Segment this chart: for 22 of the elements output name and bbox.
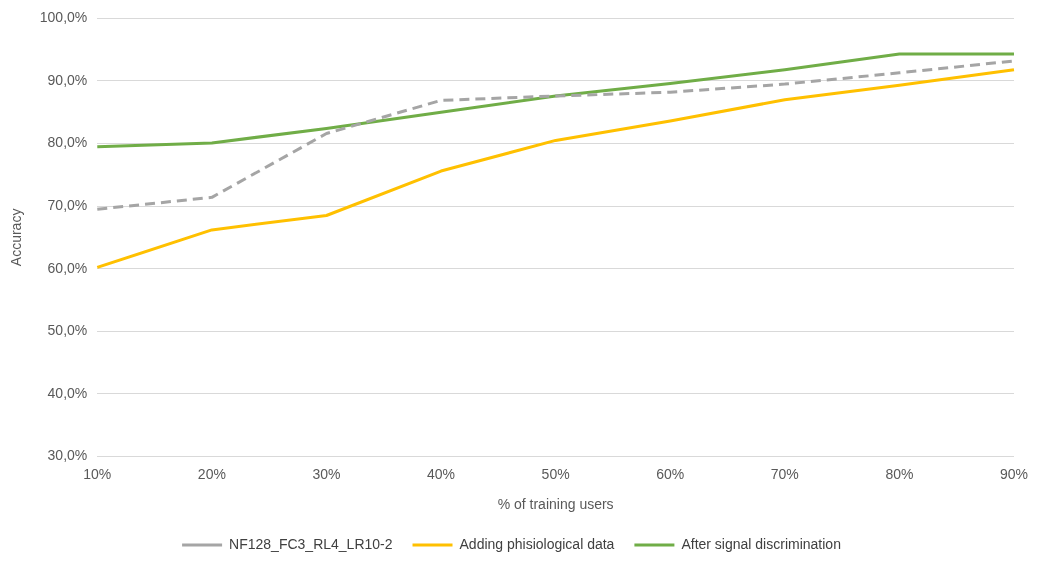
x-tick-label: 50%: [541, 465, 570, 482]
y-tick-label: 60,0%: [47, 259, 88, 276]
y-tick-label: 30,0%: [47, 447, 88, 464]
x-tick-label: 10%: [83, 465, 112, 482]
y-axis-title: Accuracy: [8, 208, 25, 267]
x-tick-label: 30%: [312, 465, 341, 482]
x-tick-label: 40%: [427, 465, 456, 482]
x-tick-label: 80%: [885, 465, 914, 482]
x-tick-label: 70%: [770, 465, 799, 482]
x-tick-label: 90%: [999, 465, 1029, 482]
y-tick-label: 80,0%: [47, 134, 88, 151]
y-tick-label: 100,0%: [39, 9, 88, 26]
x-tick-label: 20%: [197, 465, 226, 482]
x-tick-label: 60%: [656, 465, 685, 482]
y-tick-label: 90,0%: [47, 71, 88, 88]
legend-label: After signal discrimination: [681, 535, 841, 552]
y-tick-label: 50,0%: [47, 322, 88, 339]
legend-label: Adding phisiological data: [459, 535, 615, 552]
x-axis-title: % of training users: [497, 496, 614, 513]
legend-label: NF128_FC3_RL4_LR10-2: [229, 535, 393, 552]
y-tick-label: 40,0%: [47, 384, 88, 401]
y-tick-label: 70,0%: [47, 196, 88, 213]
